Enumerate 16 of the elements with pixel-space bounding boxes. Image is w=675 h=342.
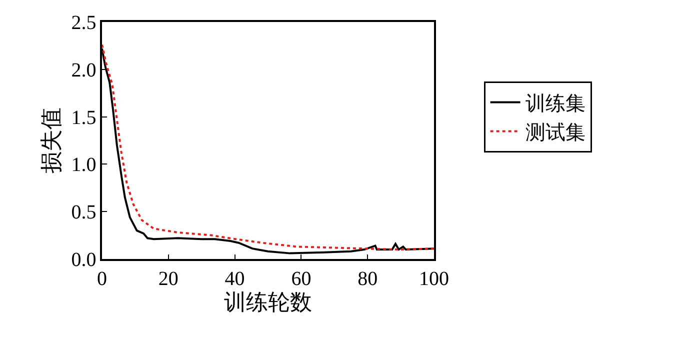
x-axis-title: 训练轮数 xyxy=(224,290,312,315)
legend-label: 测试集 xyxy=(525,122,586,144)
y-tick-label: 0.5 xyxy=(71,202,96,224)
x-tick-label: 40 xyxy=(224,268,245,290)
legend-label: 训练集 xyxy=(525,93,586,116)
y-tick-label: 2.5 xyxy=(71,12,96,34)
x-tick-label: 100 xyxy=(419,268,449,290)
y-axis-title: 损失值 xyxy=(38,108,64,174)
y-tick-label: 1.0 xyxy=(71,154,96,176)
x-tick-label: 80 xyxy=(358,268,378,290)
y-tick-label: 0.0 xyxy=(71,249,96,271)
x-tick-label: 60 xyxy=(291,268,312,290)
y-tick-label: 2.0 xyxy=(71,59,96,82)
x-tick-label: 0 xyxy=(97,268,107,290)
y-tick-label: 1.5 xyxy=(71,106,96,129)
x-tick-label: 20 xyxy=(158,268,178,290)
